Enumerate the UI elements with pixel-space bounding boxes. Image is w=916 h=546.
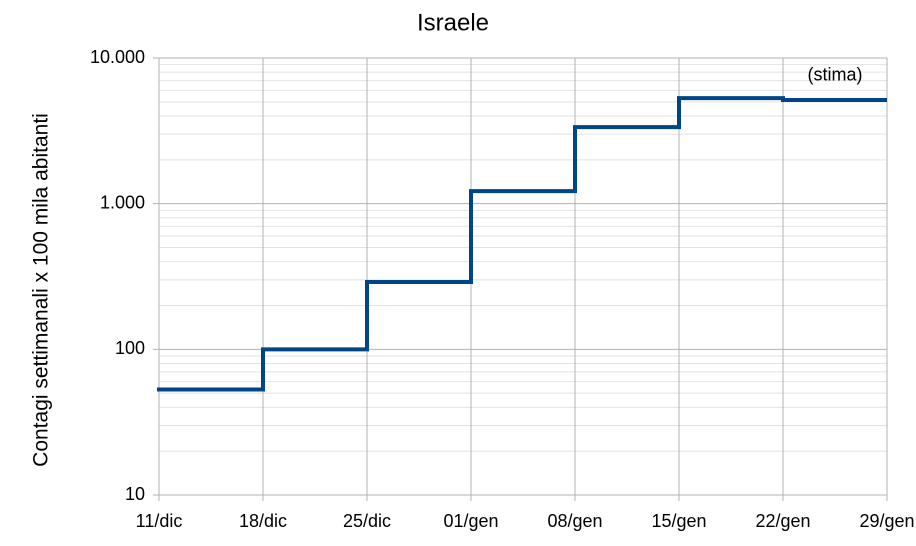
x-tick-label: 01/gen — [443, 511, 498, 531]
y-tick-label: 1.000 — [100, 192, 145, 212]
x-tick-label: 15/gen — [651, 511, 706, 531]
x-tick-label: 29/gen — [859, 511, 914, 531]
x-tick-label: 11/dic — [136, 511, 183, 531]
chart-title: Israele — [417, 9, 489, 36]
x-tick-label: 22/gen — [755, 511, 810, 531]
x-tick-label: 18/dic — [239, 511, 287, 531]
y-axis-label: Contagi settimanali x 100 mila abitanti — [30, 113, 53, 467]
x-tick-label: 08/gen — [547, 511, 602, 531]
y-tick-label: 10 — [125, 484, 145, 504]
y-tick-label: 100 — [115, 338, 145, 358]
x-tick-label: 25/dic — [343, 511, 391, 531]
y-tick-label: 10.000 — [90, 47, 145, 67]
annotation: (stima) — [808, 65, 863, 85]
